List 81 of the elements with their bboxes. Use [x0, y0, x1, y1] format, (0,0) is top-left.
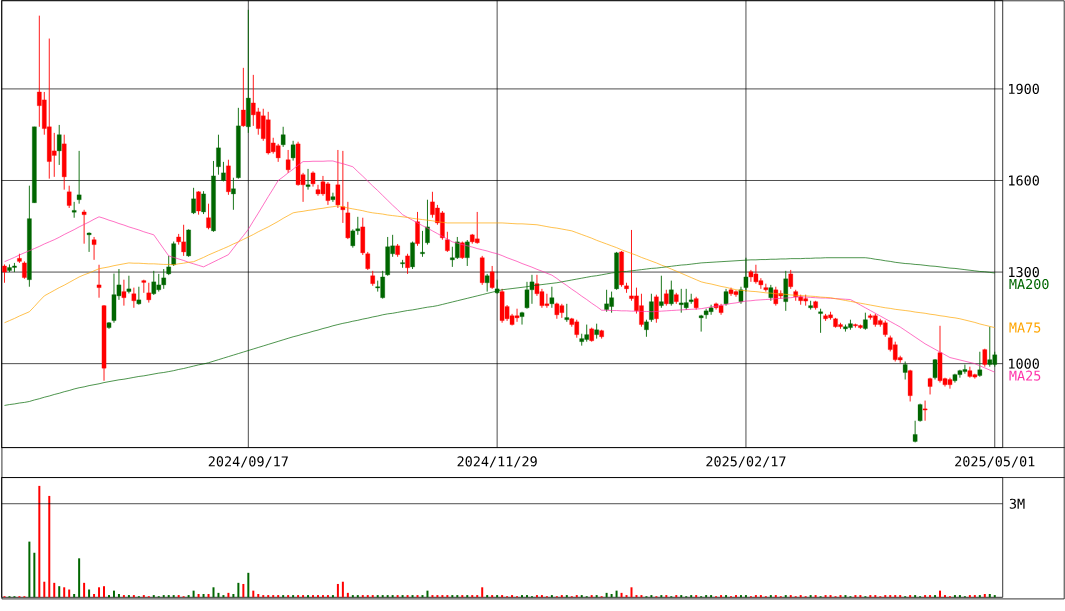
candlestick	[146, 282, 152, 304]
candlestick	[81, 209, 87, 245]
candlestick	[489, 265, 495, 290]
candlestick	[56, 124, 62, 166]
candlestick	[425, 199, 430, 246]
candlestick	[494, 279, 500, 295]
candlestick	[549, 286, 555, 309]
candlestick	[231, 177, 236, 211]
candlestick	[280, 126, 286, 148]
bar	[595, 595, 598, 598]
bar	[371, 595, 374, 598]
candlestick	[86, 232, 92, 253]
candlestick	[415, 211, 420, 247]
candlestick	[818, 308, 823, 334]
candlestick	[196, 190, 201, 216]
candlestick	[927, 377, 933, 396]
candlestick	[465, 239, 470, 267]
candlestick	[2, 264, 7, 284]
candlestick	[977, 351, 983, 378]
x-tick-label: 2024/09/17	[208, 456, 288, 468]
candlestick	[305, 168, 311, 191]
candlestick	[96, 264, 102, 299]
candlestick	[285, 149, 291, 174]
y-tick-label: 1900	[1009, 84, 1039, 95]
candlestick	[902, 361, 908, 381]
y-tick-label: 1600	[1009, 175, 1039, 186]
candlestick	[290, 140, 296, 162]
bar	[152, 595, 155, 598]
candlestick	[405, 253, 410, 275]
candlestick	[519, 311, 525, 326]
candlestick	[683, 288, 689, 311]
candlestick	[121, 279, 127, 307]
candlestick	[71, 201, 77, 219]
candlestick	[216, 134, 221, 176]
x-tick-label: 2025/05/01	[955, 456, 1035, 468]
bar	[177, 595, 180, 598]
bar	[973, 595, 976, 598]
candlestick	[76, 150, 82, 205]
candlestick	[445, 231, 450, 253]
bar	[476, 595, 479, 598]
candlestick	[151, 270, 157, 296]
candlestick	[126, 275, 132, 295]
x-tick-label: 2025/02/17	[706, 456, 786, 468]
bar	[98, 587, 101, 598]
bar	[426, 590, 429, 598]
y-tick-label: 1000	[1009, 358, 1039, 369]
bar	[401, 595, 404, 598]
candlestick	[201, 190, 206, 215]
bar	[829, 595, 832, 598]
candlestick	[654, 294, 659, 324]
candlestick	[987, 326, 993, 368]
candlestick	[91, 236, 97, 261]
bar	[725, 595, 728, 598]
candlestick	[474, 211, 480, 245]
candlestick	[131, 287, 137, 309]
bar	[321, 595, 324, 598]
candlestick	[932, 358, 938, 381]
x-tick-label: 2024/11/29	[457, 456, 537, 468]
series-label: MA200	[1009, 279, 1049, 290]
candlestick	[922, 400, 928, 422]
y-tick-label: 1300	[1009, 267, 1039, 278]
candlestick	[191, 187, 196, 215]
bar	[675, 595, 678, 598]
candlestick	[206, 203, 211, 231]
candlestick	[171, 241, 176, 267]
series-label: MA25	[1009, 370, 1041, 381]
candlestick	[66, 185, 72, 209]
candlestick	[136, 286, 142, 306]
candlestick	[659, 275, 664, 309]
ref-line-label: 3M	[1009, 498, 1025, 510]
candlestick	[330, 192, 336, 203]
candlestick	[788, 269, 793, 290]
candlestick	[420, 230, 425, 258]
bar	[451, 595, 454, 598]
candlestick	[564, 303, 570, 323]
candlestick	[649, 293, 654, 323]
candlestick	[783, 270, 788, 312]
bar	[48, 496, 51, 598]
candlestick	[241, 67, 246, 128]
candlestick	[669, 280, 674, 307]
series-label: MA75	[1009, 322, 1041, 333]
